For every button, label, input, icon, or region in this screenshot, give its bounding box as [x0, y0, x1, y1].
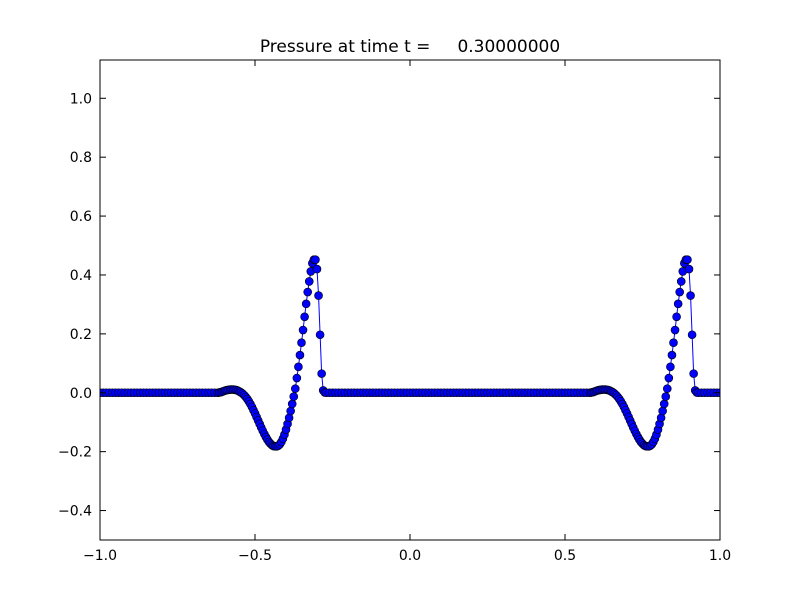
x-tick-label: 1.0 [709, 548, 731, 564]
data-point [304, 277, 314, 286]
data-point [664, 373, 674, 383]
y-tick-label: 0.8 [70, 150, 92, 166]
data-point [292, 373, 302, 383]
data-point [669, 338, 678, 347]
data-point [666, 362, 675, 372]
data-point [295, 350, 305, 360]
x-tick-label: −0.5 [238, 548, 272, 564]
y-tick-label: −0.4 [58, 504, 92, 520]
data-point [287, 399, 297, 409]
data-point [676, 277, 686, 286]
y-tick-label: 0.0 [70, 386, 92, 402]
data-point [289, 392, 299, 401]
data-point [658, 406, 667, 416]
data-point [675, 287, 685, 297]
y-tick-label: 0.6 [70, 209, 92, 225]
x-tick-label: −1.0 [83, 548, 117, 564]
data-point [661, 392, 671, 401]
data-point [686, 291, 695, 300]
data-point [311, 255, 320, 264]
x-tick-label: 0.0 [399, 548, 421, 564]
y-tick-label: 0.2 [70, 327, 92, 343]
data-point [684, 264, 694, 274]
data-point [297, 338, 306, 347]
data-point [300, 312, 309, 322]
data-point [298, 325, 308, 335]
data-point [672, 312, 681, 322]
x-tick-label: 0.5 [554, 548, 576, 564]
y-tick-label: 0.4 [70, 268, 92, 284]
data-point [317, 369, 326, 378]
data-point [689, 369, 698, 378]
data-point [683, 255, 692, 264]
data-point [294, 362, 303, 372]
data-point [286, 406, 295, 416]
data-point [673, 299, 683, 309]
data-point [687, 330, 697, 340]
data-point [290, 384, 300, 393]
data-point [659, 399, 669, 409]
data-point [312, 264, 322, 274]
data-point [314, 291, 323, 300]
y-tick-label: 1.0 [70, 91, 92, 107]
plot-area [100, 255, 720, 451]
data-point [301, 299, 311, 309]
data-point [315, 330, 325, 340]
chart-title: Pressure at time t = 0.30000000 [260, 37, 560, 57]
data-point [662, 384, 672, 393]
data-point [670, 325, 680, 335]
y-tick-label: −0.2 [58, 445, 92, 461]
data-point [303, 287, 313, 297]
data-point [667, 350, 677, 360]
